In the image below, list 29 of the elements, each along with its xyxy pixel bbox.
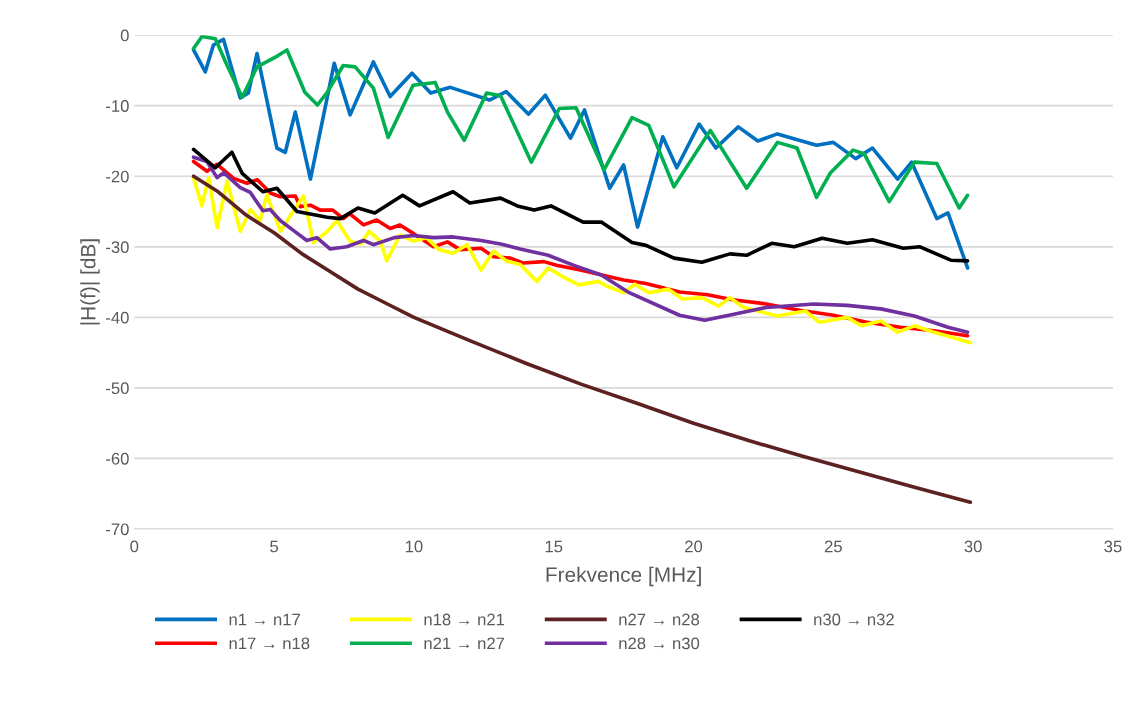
- x-tick-label: 25: [824, 540, 842, 553]
- x-tick-label: 35: [1104, 540, 1122, 553]
- y-axis-title: |H(f)| [dB]: [80, 239, 100, 325]
- x-tick-label: 10: [405, 540, 423, 553]
- y-tick-label: -40: [106, 311, 129, 324]
- x-tick-label: 20: [685, 540, 703, 553]
- y-tick-label: -20: [106, 170, 129, 183]
- line-series: [191, 37, 970, 270]
- legend-label: n30 → n32: [814, 613, 894, 626]
- legend-label: n17 → n18: [229, 637, 310, 650]
- y-tick-label: -60: [106, 452, 129, 465]
- legend-label: n28 → n30: [619, 637, 700, 650]
- legend-label: n1 → n17: [229, 613, 300, 626]
- x-axis-title: Frekvence [MHz]: [546, 566, 701, 587]
- y-tick-label: -50: [106, 382, 129, 395]
- y-tick-label: -30: [106, 241, 129, 254]
- y-tick-label: -10: [106, 100, 129, 112]
- legend-label: n18 → n21: [424, 613, 505, 626]
- x-tick-label: 5: [270, 540, 279, 553]
- legend-label: n27 → n28: [619, 613, 700, 626]
- x-tick-label: 0: [130, 540, 139, 553]
- y-tick-label: -70: [106, 523, 129, 536]
- line-series: [191, 147, 970, 265]
- x-tick-label: 30: [964, 540, 982, 553]
- y-tick-label: 0: [120, 29, 129, 42]
- line-series: [191, 35, 970, 210]
- x-tick-label: 15: [545, 540, 563, 553]
- line-series: [191, 174, 973, 505]
- legend-label: n21 → n27: [424, 637, 505, 650]
